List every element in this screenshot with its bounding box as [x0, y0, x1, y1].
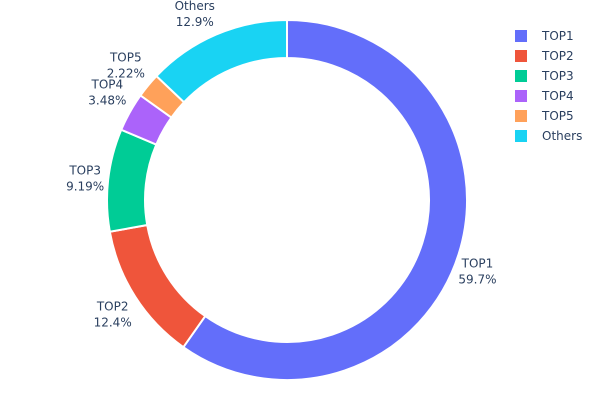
slice-label-category: TOP2	[96, 299, 129, 313]
legend-label: TOP1	[541, 29, 574, 43]
legend-item-top3[interactable]: TOP3	[515, 69, 574, 83]
legend-item-top5[interactable]: TOP5	[515, 109, 574, 123]
slice-label-top5: TOP5 2.22%	[107, 51, 145, 81]
slice-label-category: TOP5	[109, 51, 142, 65]
slice-label-category: TOP1	[461, 256, 494, 270]
legend-label: Others	[542, 129, 582, 143]
slice-top1[interactable]	[181, 18, 468, 381]
legend-swatch	[515, 90, 527, 102]
slice-label-top2: TOP2 12.4%	[94, 299, 132, 329]
legend-label: TOP2	[541, 49, 574, 63]
legend-item-top2[interactable]: TOP2	[515, 49, 574, 63]
legend-label: TOP3	[541, 69, 574, 83]
slice-label-category: TOP3	[68, 164, 101, 178]
slice-label-value: 2.22%	[107, 67, 145, 81]
slice-label-value: 9.19%	[66, 180, 104, 194]
slice-others[interactable]	[155, 18, 288, 104]
legend-item-top1[interactable]: TOP1	[515, 29, 574, 43]
slice-label-value: 59.7%	[458, 272, 496, 286]
slice-label-value: 3.48%	[88, 94, 126, 108]
slice-label-top1: TOP1 59.7%	[458, 256, 496, 286]
legend-swatch	[515, 50, 527, 62]
slice-label-category: TOP4	[90, 78, 123, 92]
legend-item-top4[interactable]: TOP4	[515, 89, 574, 103]
legend: TOP1 TOP2 TOP3 TOP4 TOP5 Others	[515, 29, 582, 143]
slice-label-others: Others 12.9%	[175, 0, 215, 29]
slice-labels: TOP1 59.7% TOP2 12.4% TOP3 9.19% TOP4 3.48% TOP5…	[66, 0, 496, 329]
legend-label: TOP5	[541, 109, 574, 123]
legend-swatch	[515, 110, 527, 122]
slice-label-category: Others	[175, 0, 215, 13]
legend-item-others[interactable]: Others	[515, 129, 582, 143]
slice-label-value: 12.9%	[176, 15, 214, 29]
donut-slices	[106, 18, 468, 381]
legend-label: TOP4	[541, 89, 574, 103]
slice-label-value: 12.4%	[94, 315, 132, 329]
slice-label-top4: TOP4 3.48%	[88, 78, 126, 108]
legend-swatch	[515, 70, 527, 82]
slice-label-top3: TOP3 9.19%	[66, 164, 104, 194]
slice-top3[interactable]	[106, 128, 158, 233]
legend-swatch	[515, 30, 527, 42]
legend-swatch	[515, 130, 527, 142]
